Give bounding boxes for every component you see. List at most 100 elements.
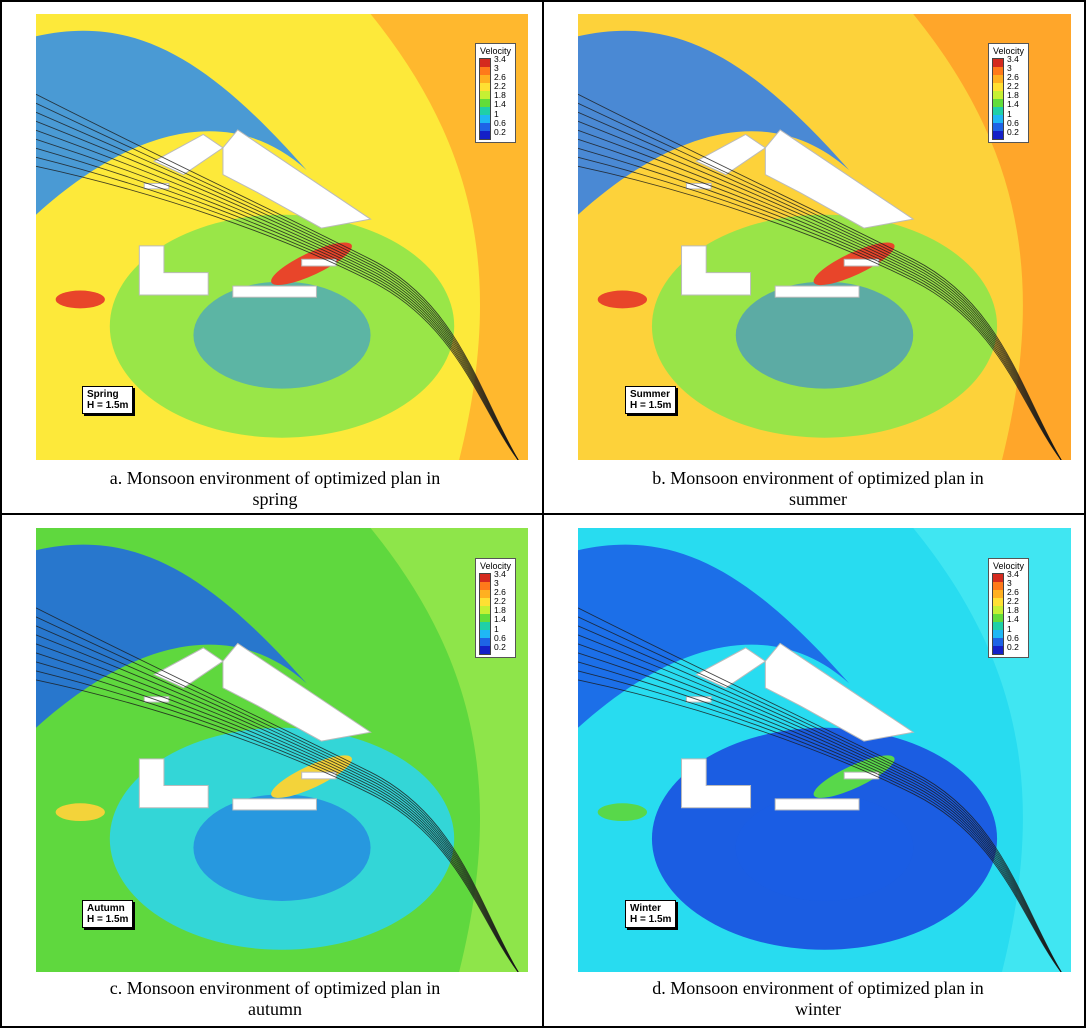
legend-tick-label: 2.6 (1007, 587, 1019, 598)
caption-line-2: spring (252, 489, 298, 509)
building-footprint (222, 129, 372, 229)
legend-tick-label: 1 (1007, 108, 1012, 119)
contour-field (578, 528, 1071, 972)
streamline (36, 625, 519, 972)
legend-tick-label: 2.6 (494, 72, 506, 83)
legend-title: Velocity (992, 46, 1025, 56)
building-footprint (301, 771, 337, 780)
building-footprint (138, 758, 209, 809)
panel-summer: Velocity 3.4 3 2.6 2.2 1.8 1.4 1 0.6 0.2 Summer … (543, 0, 1086, 514)
building-footprint (843, 771, 880, 780)
panel-caption: b. Monsoon environment of optimized plan… (573, 468, 1063, 510)
upstream-low-speed-region (36, 30, 307, 215)
season-label-box: Spring H = 1.5m (82, 386, 134, 414)
streamline (578, 625, 1062, 972)
caption-line-2: summer (789, 489, 847, 509)
legend-tick-labels: 3.4 3 2.6 2.2 1.8 1.4 1 0.6 0.2 (494, 54, 516, 137)
streamline (578, 616, 1062, 972)
streamline (36, 156, 519, 460)
legend-tick-label: 1.8 (1007, 605, 1019, 616)
legend-tick-label: 2.2 (1007, 596, 1019, 607)
streamline (578, 634, 1062, 972)
legend-tick-label: 3 (1007, 578, 1012, 589)
streamline (36, 111, 519, 460)
legend-tick-label: 3 (494, 578, 499, 589)
legend-color-bar (992, 573, 1004, 655)
streamline (36, 679, 519, 972)
legend-title: Velocity (992, 561, 1025, 571)
streamline (578, 670, 1062, 972)
legend-color-bar (479, 58, 491, 140)
legend-tick-label: 2.6 (494, 587, 506, 598)
building-footprint (764, 642, 915, 742)
season-name: Winter (630, 903, 662, 914)
outer-flow-region (913, 528, 1071, 972)
legend-tick-label: 0.2 (1007, 126, 1019, 137)
velocity-legend: Velocity 3.4 3 2.6 2.2 1.8 1.4 1 0.6 0.2 (475, 558, 516, 658)
legend-tick-label: 3 (494, 63, 499, 74)
legend-tick-label: 3.4 (1007, 54, 1019, 64)
legend-tick-label: 3.4 (494, 54, 506, 64)
legend-tick-labels: 3.4 3 2.6 2.2 1.8 1.4 1 0.6 0.2 (1007, 569, 1029, 652)
legend-tick-label: 2.2 (1007, 81, 1019, 92)
building-footprint (222, 642, 372, 742)
legend-tick-label: 1.8 (1007, 90, 1019, 101)
legend-tick-label: 1.4 (1007, 614, 1019, 625)
velocity-legend: Velocity 3.4 3 2.6 2.2 1.8 1.4 1 0.6 0.2 (475, 43, 516, 143)
legend-tick-label: 0.2 (1007, 641, 1019, 652)
legend-tick-label: 1 (494, 623, 499, 634)
wake-core (193, 281, 371, 389)
velocity-contour-plot (578, 528, 1071, 972)
streamline (36, 652, 519, 972)
streamline (36, 643, 519, 972)
streamline (578, 607, 1062, 972)
streamline (36, 102, 519, 460)
building-footprint (774, 798, 860, 811)
season-label-box: Autumn H = 1.5m (82, 900, 134, 928)
legend-tick-label: 0.6 (1007, 117, 1019, 128)
legend-tick-label: 0.2 (494, 641, 506, 652)
upstream-low-speed-region (578, 544, 850, 728)
building-footprint (774, 285, 860, 298)
caption-line-2: winter (795, 999, 841, 1019)
legend-tick-label: 1.4 (494, 99, 506, 110)
panel-caption: c. Monsoon environment of optimized plan… (30, 978, 520, 1020)
upstream-low-speed-region (578, 30, 850, 215)
legend-tick-label: 1.4 (1007, 99, 1019, 110)
velocity-contour-plot (36, 14, 528, 460)
streamline (36, 616, 519, 972)
velocity-legend: Velocity 3.4 3 2.6 2.2 1.8 1.4 1 0.6 0.2 (988, 43, 1029, 143)
legend-tick-label: 3.4 (494, 569, 506, 579)
panel-caption: a. Monsoon environment of optimized plan… (30, 468, 520, 510)
legend-tick-label: 2.2 (494, 596, 506, 607)
height-label: H = 1.5m (630, 400, 672, 411)
legend-tick-label: 3.4 (1007, 569, 1019, 579)
streamline (578, 102, 1062, 460)
streamline (36, 120, 519, 460)
panel-winter: Velocity 3.4 3 2.6 2.2 1.8 1.4 1 0.6 0.2 Winter … (543, 514, 1086, 1028)
streamline (578, 138, 1062, 460)
streamline (578, 147, 1062, 460)
streamline (36, 661, 519, 972)
corner-jet-region (597, 803, 648, 822)
legend-tick-label: 1 (1007, 623, 1012, 634)
streamline (578, 652, 1062, 972)
season-name: Spring (87, 389, 119, 400)
legend-tick-label: 1.4 (494, 614, 506, 625)
building-footprint (764, 129, 915, 229)
legend-color-bar (992, 58, 1004, 140)
corner-jet-region (55, 290, 105, 309)
streamline (36, 93, 519, 460)
building-footprint (301, 258, 337, 267)
streamline (578, 120, 1062, 460)
streamline (578, 165, 1062, 460)
streamline (578, 679, 1062, 972)
upstream-low-speed-region (36, 544, 307, 728)
streamline (36, 607, 519, 972)
building-footprint (232, 798, 317, 811)
streamline (578, 156, 1062, 460)
caption-line-2: autumn (248, 999, 302, 1019)
streamline (36, 670, 519, 972)
height-label: H = 1.5m (630, 914, 672, 925)
